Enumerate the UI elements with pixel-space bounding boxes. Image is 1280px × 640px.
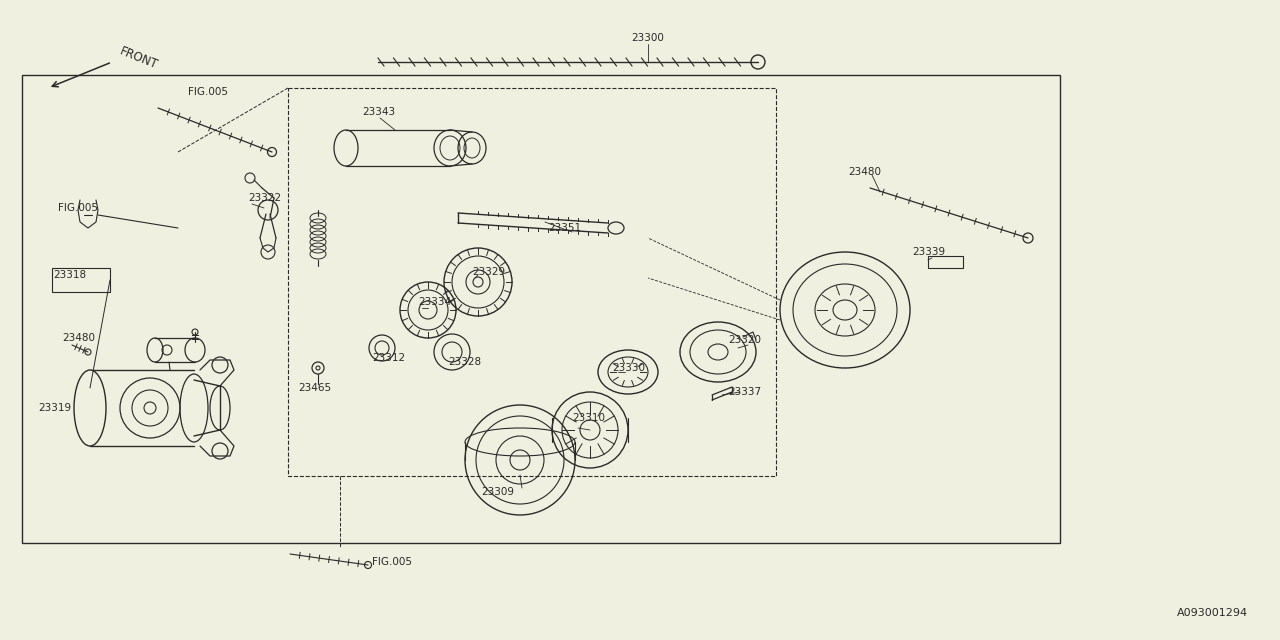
Text: 23480: 23480 <box>849 167 881 177</box>
Text: 23320: 23320 <box>728 335 762 345</box>
Text: A093001294: A093001294 <box>1176 608 1248 618</box>
Text: 23322: 23322 <box>248 193 282 203</box>
Text: FIG.005: FIG.005 <box>188 87 228 97</box>
Bar <box>928 256 963 268</box>
Ellipse shape <box>74 370 106 446</box>
Ellipse shape <box>474 277 483 287</box>
Text: 23300: 23300 <box>631 33 664 43</box>
Text: FIG.005: FIG.005 <box>372 557 412 567</box>
Bar <box>22 75 1060 543</box>
Text: 23465: 23465 <box>298 383 332 393</box>
Ellipse shape <box>833 300 858 320</box>
Ellipse shape <box>509 450 530 470</box>
Text: 23309: 23309 <box>481 487 515 497</box>
Ellipse shape <box>316 366 320 370</box>
Text: 23330: 23330 <box>612 363 645 373</box>
Bar <box>288 88 776 476</box>
Text: 23337: 23337 <box>728 387 762 397</box>
Text: 23334: 23334 <box>419 297 451 307</box>
Text: 23343: 23343 <box>362 107 396 117</box>
Text: 23329: 23329 <box>472 267 506 277</box>
Bar <box>52 268 110 292</box>
Text: 23318: 23318 <box>52 270 86 280</box>
Text: FIG.005: FIG.005 <box>58 203 99 213</box>
Text: 23328: 23328 <box>448 357 481 367</box>
Ellipse shape <box>143 402 156 414</box>
Ellipse shape <box>708 344 728 360</box>
Text: FRONT: FRONT <box>118 45 160 72</box>
Text: 23319: 23319 <box>38 403 72 413</box>
Text: 23310: 23310 <box>572 413 605 423</box>
Text: 23480: 23480 <box>61 333 95 343</box>
Text: 23339: 23339 <box>911 247 945 257</box>
Ellipse shape <box>580 420 600 440</box>
Text: 23312: 23312 <box>372 353 406 363</box>
Text: 23351: 23351 <box>548 223 581 233</box>
